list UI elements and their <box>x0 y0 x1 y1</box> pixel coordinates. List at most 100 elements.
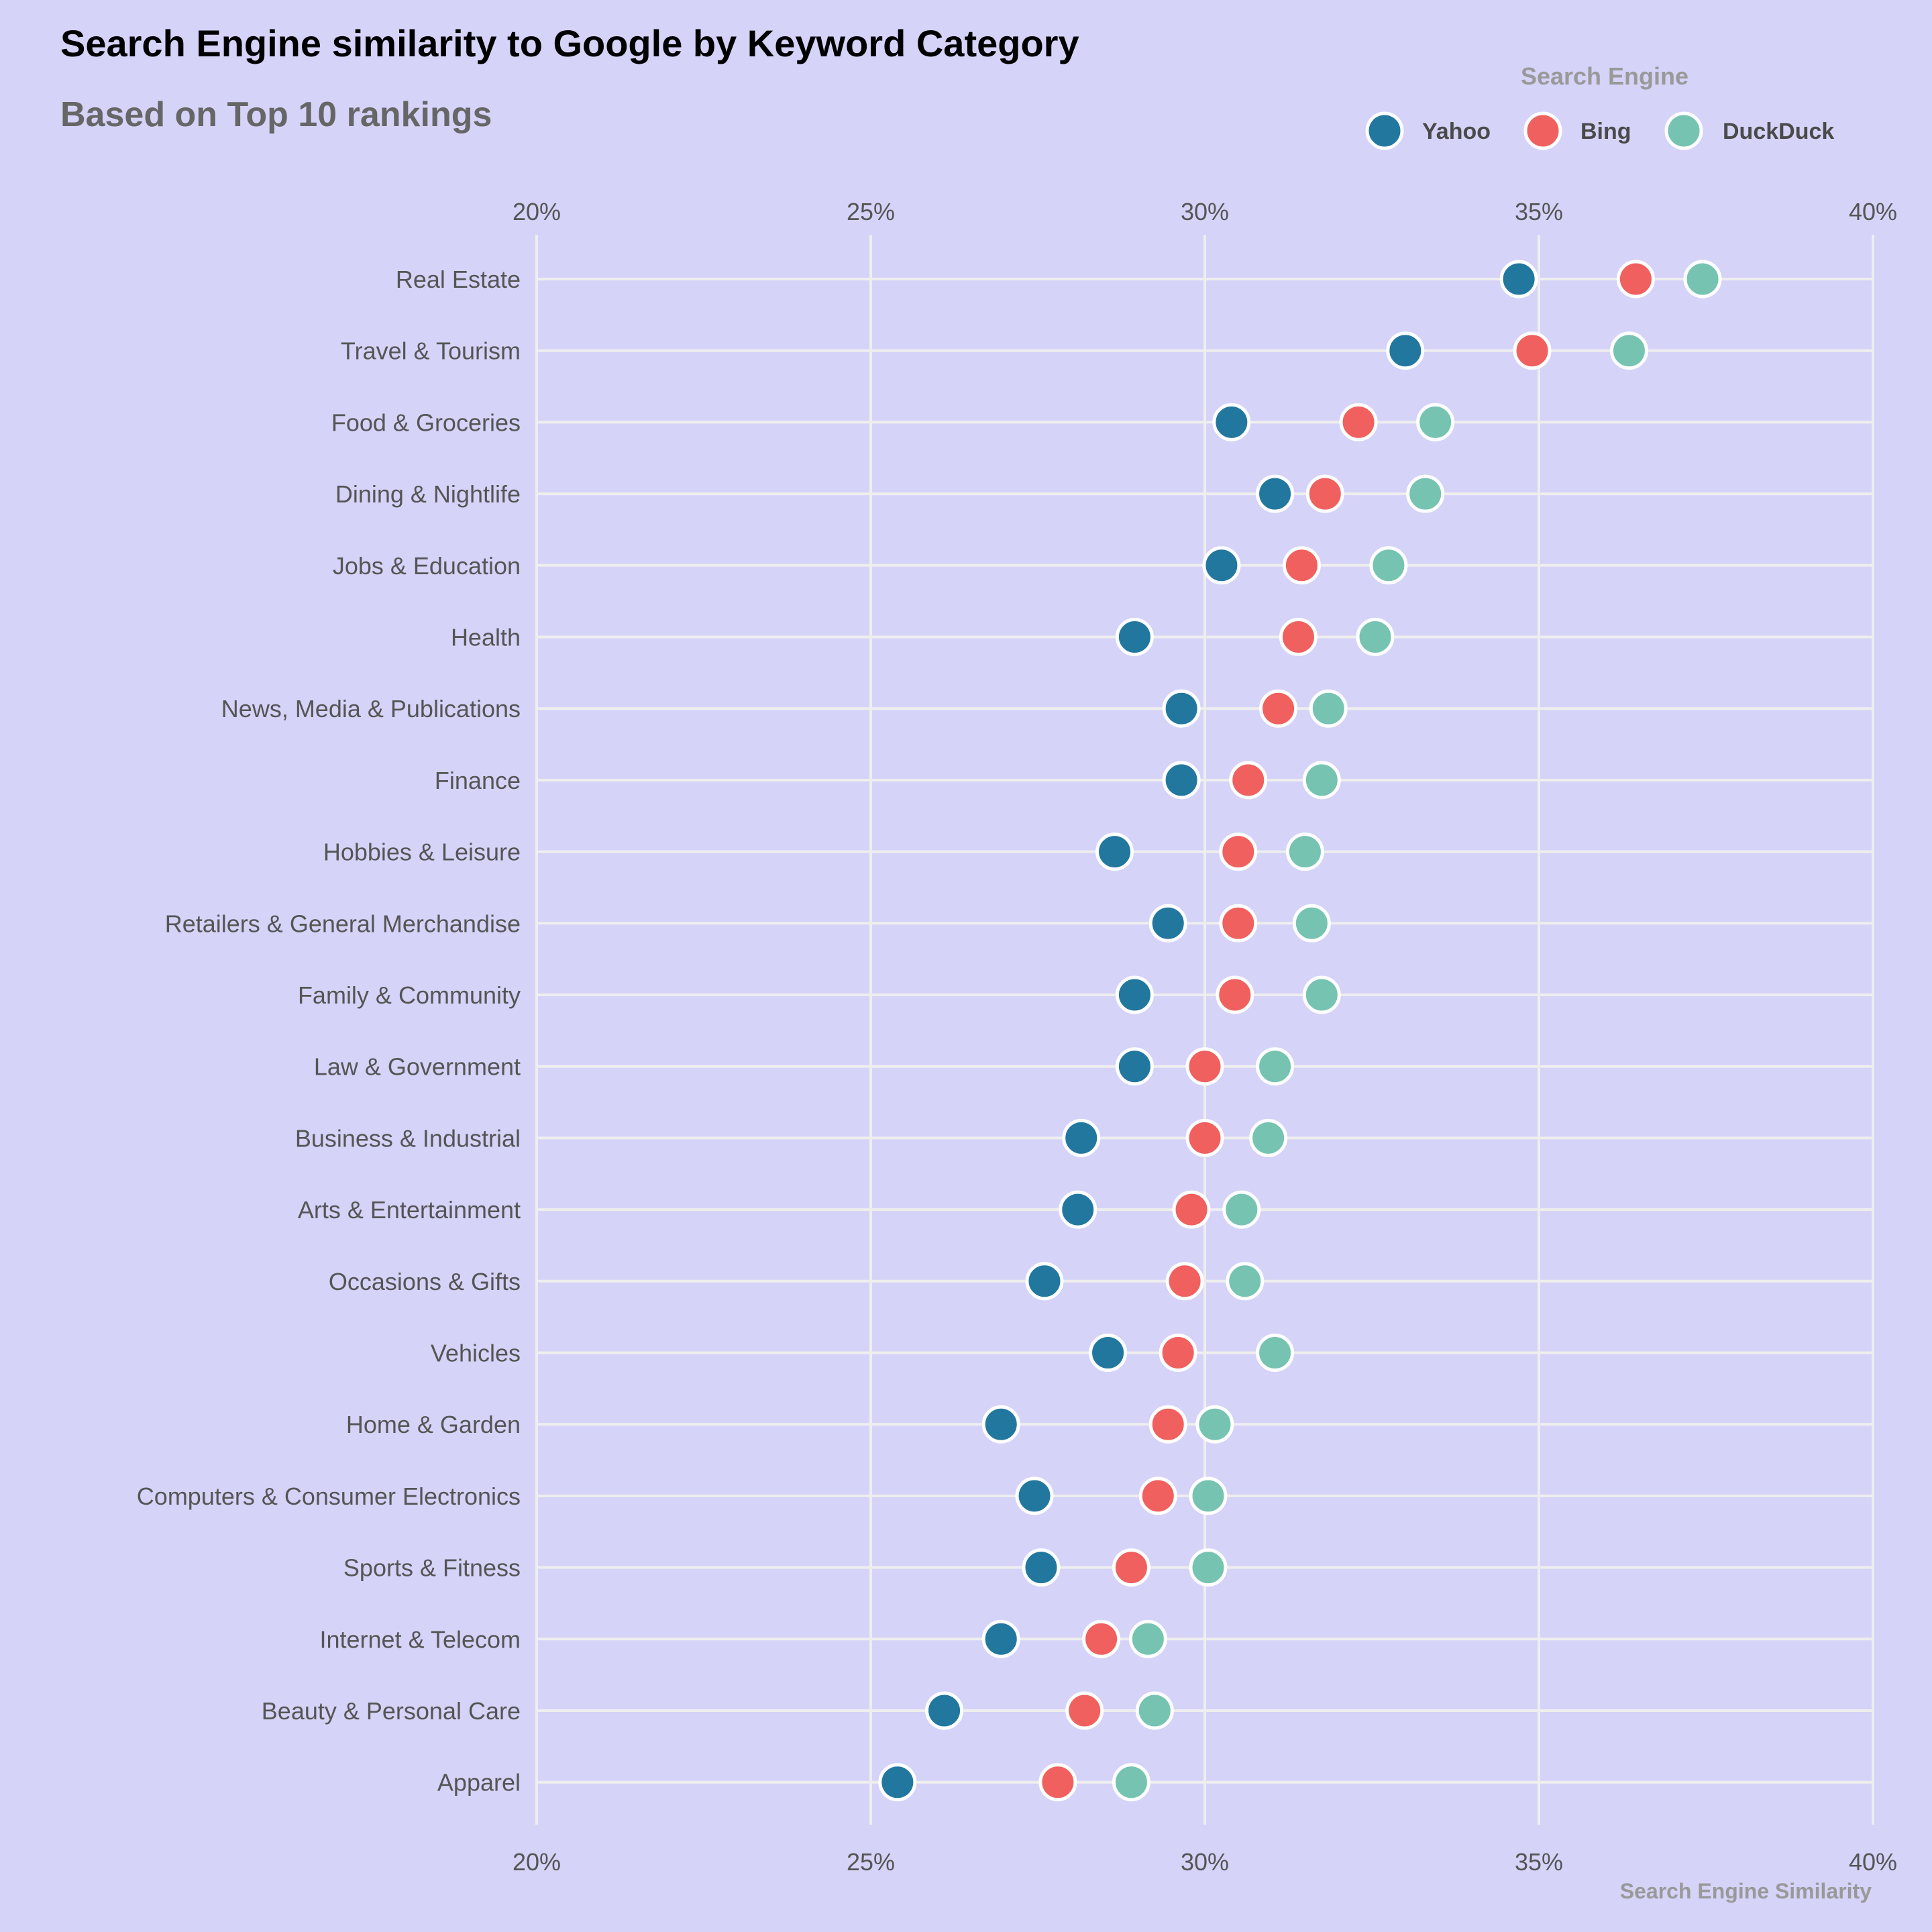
x-tick-label-bottom: 30% <box>1181 1848 1229 1876</box>
category-label: Law & Government <box>314 1053 521 1081</box>
data-point-bing <box>1065 1691 1104 1730</box>
data-point-duckduck <box>1226 1262 1265 1301</box>
data-point-duckduck <box>1285 833 1324 871</box>
x-tick-label-top: 30% <box>1181 198 1229 225</box>
legend-label-bing: Bing <box>1580 119 1631 144</box>
category-label: Home & Garden <box>346 1411 521 1438</box>
data-point-duckduck <box>1195 1405 1234 1444</box>
category-label: Business & Industrial <box>295 1124 521 1152</box>
category-label: Beauty & Personal Care <box>262 1697 521 1725</box>
category-label: Health <box>451 624 521 651</box>
data-point-yahoo <box>1062 1118 1101 1157</box>
data-point-bing <box>1172 1190 1211 1229</box>
data-point-bing <box>1038 1763 1077 1802</box>
data-point-duckduck <box>1302 975 1341 1014</box>
data-point-duckduck <box>1222 1190 1261 1229</box>
data-point-bing <box>1305 474 1344 513</box>
data-point-yahoo <box>981 1619 1020 1658</box>
x-tick-label-bottom: 25% <box>847 1848 895 1876</box>
y-axis: Real Estate Travel & Tourism Food & Grocer… <box>137 266 521 1796</box>
data-point-bing <box>1339 402 1378 441</box>
data-point-bing <box>1112 1548 1150 1587</box>
data-point-yahoo <box>1386 331 1425 370</box>
data-point-yahoo <box>1499 260 1538 299</box>
category-label: Apparel <box>437 1769 521 1796</box>
category-label: Internet & Telecom <box>320 1625 521 1653</box>
x-tick-label-top: 20% <box>513 198 561 225</box>
data-point-yahoo <box>1256 474 1295 513</box>
data-point-yahoo <box>1095 833 1134 871</box>
data-point-bing <box>1279 618 1318 656</box>
category-label: Real Estate <box>396 266 521 293</box>
data-point-duckduck <box>1189 1477 1228 1515</box>
legend-marker-duckduck <box>1664 111 1703 150</box>
data-point-yahoo <box>1059 1190 1097 1229</box>
legend-label-duckduck: DuckDuck <box>1723 119 1834 144</box>
data-point-duckduck <box>1128 1619 1167 1658</box>
data-point-duckduck <box>1249 1118 1288 1157</box>
category-label: Finance <box>435 767 521 794</box>
x-tick-label-bottom: 40% <box>1849 1848 1897 1876</box>
data-point-duckduck <box>1256 1047 1295 1086</box>
x-tick-label-top: 35% <box>1515 198 1563 225</box>
data-point-duckduck <box>1406 474 1445 513</box>
data-point-duckduck <box>1302 761 1341 800</box>
data-point-duckduck <box>1356 618 1395 656</box>
data-point-yahoo <box>1202 546 1241 585</box>
data-point-duckduck <box>1292 904 1331 943</box>
category-label: Hobbies & Leisure <box>323 839 521 866</box>
data-point-bing <box>1165 1262 1204 1301</box>
category-label: Computers & Consumer Electronics <box>137 1483 521 1510</box>
data-point-bing <box>1616 260 1655 299</box>
data-point-bing <box>1282 546 1321 585</box>
data-point-bing <box>1159 1334 1197 1372</box>
data-point-duckduck <box>1112 1763 1150 1802</box>
data-point-yahoo <box>1162 689 1201 728</box>
x-axis-bottom: 20% 25% 30% 35% 40% <box>513 1848 1897 1876</box>
data-point-bing <box>1082 1619 1121 1658</box>
x-tick-label-top: 40% <box>1849 198 1897 225</box>
category-label: News, Media & Publications <box>221 695 521 722</box>
data-point-duckduck <box>1609 331 1648 370</box>
legend-title: Search Engine <box>1521 62 1688 90</box>
data-point-yahoo <box>878 1763 917 1802</box>
data-point-bing <box>1185 1118 1224 1157</box>
data-point-bing <box>1219 833 1258 871</box>
category-label: Arts & Entertainment <box>298 1196 521 1224</box>
category-label: Retailers & General Merchandise <box>165 910 521 937</box>
category-label: Family & Community <box>298 981 521 1009</box>
data-point-duckduck <box>1683 260 1722 299</box>
x-axis-top: 20% 25% 30% 35% 40% <box>513 198 1897 225</box>
data-point-bing <box>1513 331 1552 370</box>
category-label: Sports & Fitness <box>343 1554 521 1582</box>
data-point-yahoo <box>981 1405 1020 1444</box>
x-tick-label-top: 25% <box>847 198 895 225</box>
data-point-yahoo <box>1148 904 1187 943</box>
category-label: Vehicles <box>431 1340 521 1367</box>
data-point-yahoo <box>1115 1047 1154 1086</box>
category-label: Dining & Nightlife <box>335 480 521 508</box>
data-point-duckduck <box>1369 546 1408 585</box>
data-point-duckduck <box>1256 1334 1295 1372</box>
data-point-yahoo <box>925 1691 964 1730</box>
category-label: Occasions & Gifts <box>329 1268 521 1295</box>
data-point-yahoo <box>1115 618 1154 656</box>
data-point-yahoo <box>1015 1477 1054 1515</box>
data-point-bing <box>1148 1405 1187 1444</box>
legend: Yahoo Bing DuckDuck <box>1365 111 1834 150</box>
category-label: Travel & Tourism <box>341 337 521 365</box>
data-point-yahoo <box>1025 1262 1064 1301</box>
data-point-yahoo <box>1212 402 1251 441</box>
data-point-yahoo <box>1115 975 1154 1014</box>
chart-title: Search Engine similarity to Google by Ke… <box>60 22 1079 64</box>
chart-subtitle: Based on Top 10 rankings <box>60 95 492 134</box>
data-point-duckduck <box>1309 689 1348 728</box>
data-point-yahoo <box>1089 1334 1128 1372</box>
data-point-bing <box>1219 904 1258 943</box>
legend-marker-yahoo <box>1365 111 1404 150</box>
category-label: Jobs & Education <box>333 552 521 580</box>
data-point-duckduck <box>1135 1691 1174 1730</box>
category-label: Food & Groceries <box>331 409 521 436</box>
x-tick-label-bottom: 35% <box>1515 1848 1563 1876</box>
